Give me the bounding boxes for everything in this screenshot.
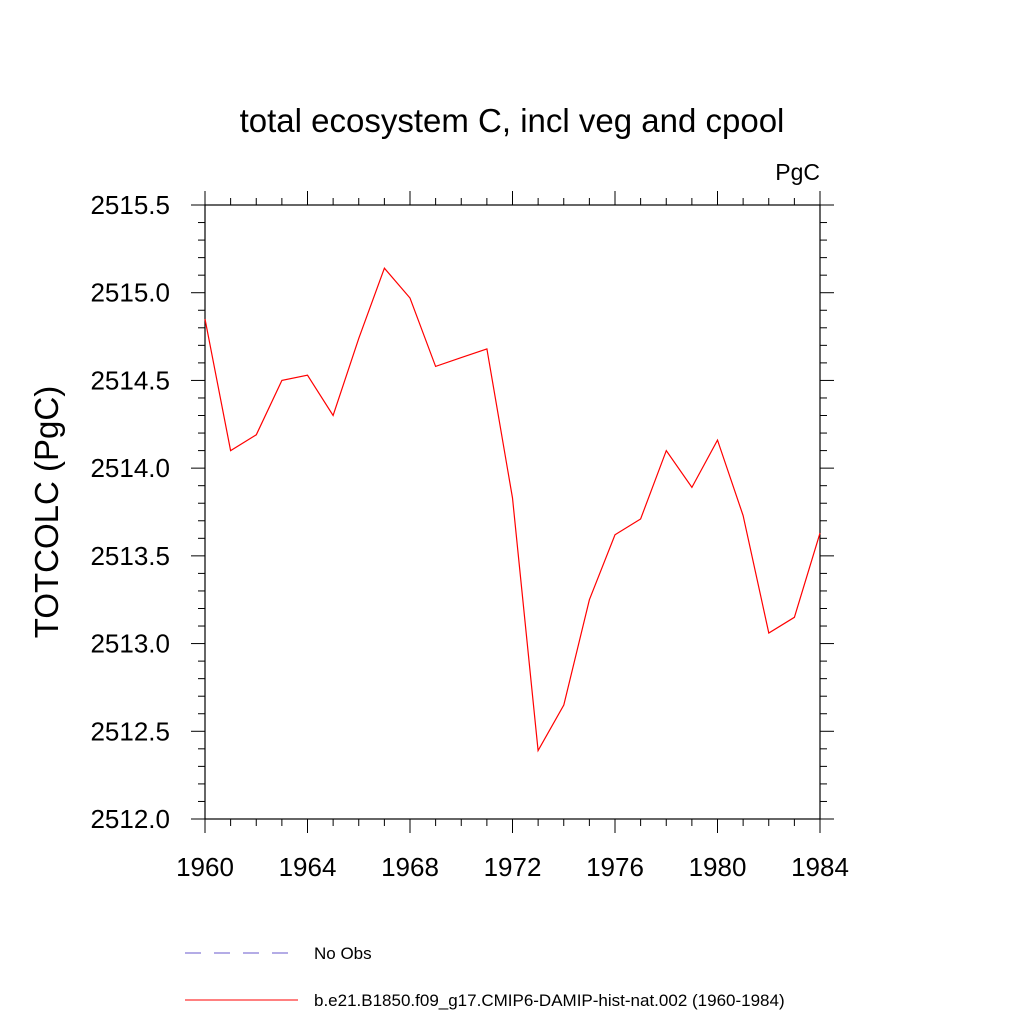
- series-group: [204, 267, 821, 753]
- series-line: [204, 267, 821, 753]
- y-tick-label: 2512.5: [90, 716, 170, 746]
- x-tick-label: 1972: [484, 852, 542, 882]
- y-tick-label: 2515.0: [90, 278, 170, 308]
- y-tick-label: 2514.5: [90, 365, 170, 395]
- axis-ticks: [191, 191, 834, 833]
- axis-tick-labels: 2512.0 2512.5 2513.0 2513.5 2514.0 2514.5 2515…: [90, 190, 848, 882]
- legend-label: b.e21.B1850.f09_g17.CMIP6-DAMIP-hist-nat…: [314, 991, 785, 1010]
- legend-label: No Obs: [314, 944, 372, 963]
- x-tick-label: 1964: [279, 852, 337, 882]
- legend: No Obs b.e21.B1850.f09_g17.CMIP6-DAMIP-hi…: [185, 944, 785, 1010]
- y-tick-label: 2513.5: [90, 541, 170, 571]
- y-tick-label: 2514.0: [90, 453, 170, 483]
- y-tick-label: 2515.5: [90, 190, 170, 220]
- y-axis-title: TOTCOLC (PgC): [28, 386, 65, 638]
- x-tick-label: 1976: [586, 852, 644, 882]
- x-tick-label: 1960: [176, 852, 234, 882]
- x-tick-label: 1980: [689, 852, 747, 882]
- y-tick-label: 2512.0: [90, 804, 170, 834]
- chart-title: total ecosystem C, incl veg and cpool: [240, 102, 785, 139]
- x-tick-label: 1968: [381, 852, 439, 882]
- y-tick-label: 2513.0: [90, 629, 170, 659]
- plot-frame: [204, 204, 821, 820]
- x-tick-label: 1984: [791, 852, 849, 882]
- units-label: PgC: [775, 159, 820, 185]
